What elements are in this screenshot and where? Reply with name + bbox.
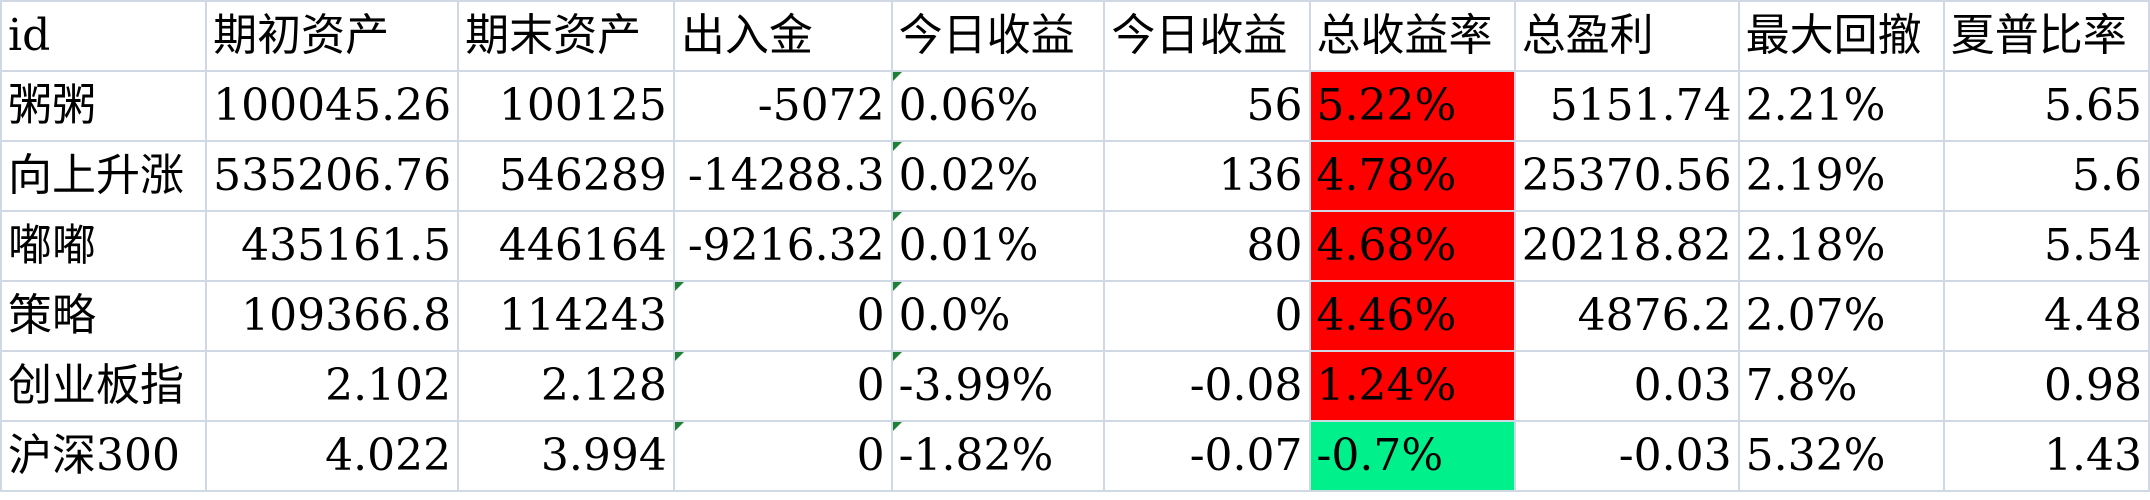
header-cell-daily-return[interactable]: 今日收益 bbox=[1103, 0, 1311, 72]
header-row: id 期初资产 期末资产 出入金 今日收益 今日收益 总收益率 总盈利 最大回撤… bbox=[0, 0, 2150, 72]
cell-initial-assets[interactable]: 100045.26 bbox=[205, 70, 460, 142]
cell-sharpe-ratio[interactable]: 5.54 bbox=[1942, 210, 2150, 282]
cell-max-drawdown[interactable]: 7.8% bbox=[1737, 350, 1945, 422]
cell-id[interactable]: 策略 bbox=[0, 280, 208, 352]
cell-total-profit[interactable]: 5151.74 bbox=[1513, 70, 1740, 142]
cell-max-drawdown[interactable]: 5.32% bbox=[1737, 420, 1945, 492]
cell-initial-assets[interactable]: 535206.76 bbox=[205, 140, 460, 212]
header-cell-total-profit[interactable]: 总盈利 bbox=[1513, 0, 1740, 72]
cell-sharpe-ratio[interactable]: 1.43 bbox=[1942, 420, 2150, 492]
cell-daily-return[interactable]: 0 bbox=[1103, 280, 1311, 352]
cell-daily-return[interactable]: 136 bbox=[1103, 140, 1311, 212]
header-cell-final-assets[interactable]: 期末资产 bbox=[457, 0, 675, 72]
cell-initial-assets[interactable]: 4.022 bbox=[205, 420, 460, 492]
cell-deposits[interactable]: 0 bbox=[672, 280, 893, 352]
cell-total-profit[interactable]: 20218.82 bbox=[1513, 210, 1740, 282]
table-row: 沪深300 4.022 3.994 0 -1.82% -0.07 -0.7% -… bbox=[0, 420, 2150, 492]
table-row: 粥粥 100045.26 100125 -5072 0.06% 56 5.22%… bbox=[0, 70, 2150, 142]
cell-total-return-rate[interactable]: 4.68% bbox=[1308, 210, 1516, 282]
cell-sharpe-ratio[interactable]: 5.65 bbox=[1942, 70, 2150, 142]
cell-deposits[interactable]: -5072 bbox=[672, 70, 893, 142]
cell-total-return-rate[interactable]: 4.78% bbox=[1308, 140, 1516, 212]
cell-daily-return-pct[interactable]: -3.99% bbox=[890, 350, 1106, 422]
table-row: 嘟嘟 435161.5 446164 -9216.32 0.01% 80 4.6… bbox=[0, 210, 2150, 282]
cell-daily-return[interactable]: -0.07 bbox=[1103, 420, 1311, 492]
cell-max-drawdown[interactable]: 2.21% bbox=[1737, 70, 1945, 142]
cell-total-return-rate[interactable]: 5.22% bbox=[1308, 70, 1516, 142]
cell-sharpe-ratio[interactable]: 5.6 bbox=[1942, 140, 2150, 212]
cell-daily-return-pct[interactable]: 0.02% bbox=[890, 140, 1106, 212]
cell-final-assets[interactable]: 446164 bbox=[457, 210, 675, 282]
table-row: 向上升涨 535206.76 546289 -14288.3 0.02% 136… bbox=[0, 140, 2150, 212]
cell-deposits[interactable]: 0 bbox=[672, 420, 893, 492]
cell-max-drawdown[interactable]: 2.18% bbox=[1737, 210, 1945, 282]
cell-id[interactable]: 向上升涨 bbox=[0, 140, 208, 212]
cell-daily-return[interactable]: -0.08 bbox=[1103, 350, 1311, 422]
cell-initial-assets[interactable]: 2.102 bbox=[205, 350, 460, 422]
cell-total-return-rate[interactable]: 4.46% bbox=[1308, 280, 1516, 352]
cell-max-drawdown[interactable]: 2.19% bbox=[1737, 140, 1945, 212]
header-cell-initial-assets[interactable]: 期初资产 bbox=[205, 0, 460, 72]
cell-initial-assets[interactable]: 109366.8 bbox=[205, 280, 460, 352]
table-row: 创业板指 2.102 2.128 0 -3.99% -0.08 1.24% 0.… bbox=[0, 350, 2150, 422]
cell-daily-return[interactable]: 56 bbox=[1103, 70, 1311, 142]
cell-id[interactable]: 粥粥 bbox=[0, 70, 208, 142]
header-cell-max-drawdown[interactable]: 最大回撤 bbox=[1737, 0, 1945, 72]
cell-total-profit[interactable]: 0.03 bbox=[1513, 350, 1740, 422]
cell-id[interactable]: 创业板指 bbox=[0, 350, 208, 422]
cell-daily-return-pct[interactable]: 0.01% bbox=[890, 210, 1106, 282]
cell-daily-return-pct[interactable]: -1.82% bbox=[890, 420, 1106, 492]
cell-final-assets[interactable]: 100125 bbox=[457, 70, 675, 142]
cell-total-return-rate[interactable]: 1.24% bbox=[1308, 350, 1516, 422]
cell-deposits[interactable]: 0 bbox=[672, 350, 893, 422]
cell-total-return-rate[interactable]: -0.7% bbox=[1308, 420, 1516, 492]
cell-id[interactable]: 嘟嘟 bbox=[0, 210, 208, 282]
cell-final-assets[interactable]: 3.994 bbox=[457, 420, 675, 492]
cell-initial-assets[interactable]: 435161.5 bbox=[205, 210, 460, 282]
cell-daily-return-pct[interactable]: 0.06% bbox=[890, 70, 1106, 142]
header-cell-id[interactable]: id bbox=[0, 0, 208, 72]
cell-final-assets[interactable]: 546289 bbox=[457, 140, 675, 212]
header-cell-deposits[interactable]: 出入金 bbox=[672, 0, 893, 72]
cell-id[interactable]: 沪深300 bbox=[0, 420, 208, 492]
table-row: 策略 109366.8 114243 0 0.0% 0 4.46% 4876.2… bbox=[0, 280, 2150, 352]
cell-deposits[interactable]: -9216.32 bbox=[672, 210, 893, 282]
cell-total-profit[interactable]: -0.03 bbox=[1513, 420, 1740, 492]
cell-final-assets[interactable]: 114243 bbox=[457, 280, 675, 352]
cell-daily-return-pct[interactable]: 0.0% bbox=[890, 280, 1106, 352]
cell-daily-return[interactable]: 80 bbox=[1103, 210, 1311, 282]
cell-max-drawdown[interactable]: 2.07% bbox=[1737, 280, 1945, 352]
cell-final-assets[interactable]: 2.128 bbox=[457, 350, 675, 422]
cell-sharpe-ratio[interactable]: 4.48 bbox=[1942, 280, 2150, 352]
header-cell-sharpe-ratio[interactable]: 夏普比率 bbox=[1942, 0, 2150, 72]
cell-total-profit[interactable]: 4876.2 bbox=[1513, 280, 1740, 352]
cell-sharpe-ratio[interactable]: 0.98 bbox=[1942, 350, 2150, 422]
header-cell-daily-return-pct[interactable]: 今日收益 bbox=[890, 0, 1106, 72]
cell-total-profit[interactable]: 25370.56 bbox=[1513, 140, 1740, 212]
header-cell-total-return-rate[interactable]: 总收益率 bbox=[1308, 0, 1516, 72]
cell-deposits[interactable]: -14288.3 bbox=[672, 140, 893, 212]
